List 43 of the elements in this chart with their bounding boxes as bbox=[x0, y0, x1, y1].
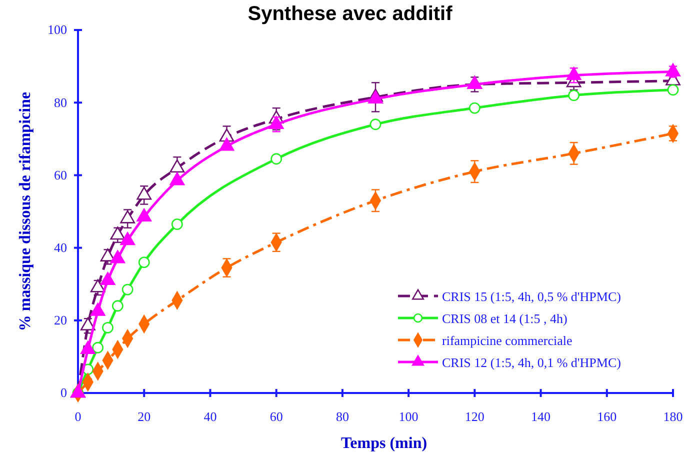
y-tick-label: 20 bbox=[54, 312, 67, 328]
legend-label: CRIS 15 (1:5, 4h, 0,5 % d'HPMC) bbox=[442, 289, 621, 304]
chart-title: Synthese avec additif bbox=[248, 3, 453, 25]
y-axis-title: % massique dissous de rifampicine bbox=[17, 92, 34, 332]
point bbox=[92, 342, 104, 354]
point bbox=[110, 250, 126, 264]
x-tick-label: 120 bbox=[464, 408, 484, 424]
x-tick-label: 180 bbox=[663, 408, 683, 424]
legend-label: rifampicine commerciale bbox=[442, 333, 573, 348]
y-tick-label: 80 bbox=[54, 94, 67, 110]
point bbox=[100, 272, 116, 286]
point bbox=[120, 232, 136, 246]
x-tick-label: 0 bbox=[74, 408, 82, 424]
point bbox=[112, 300, 124, 312]
point bbox=[566, 66, 582, 80]
x-tick-label: 60 bbox=[270, 408, 283, 424]
x-tick-label: 20 bbox=[138, 408, 151, 424]
point bbox=[666, 63, 680, 76]
x-tick-label: 80 bbox=[336, 408, 349, 424]
point bbox=[102, 322, 114, 334]
point bbox=[120, 210, 136, 224]
point bbox=[170, 172, 185, 186]
y-tick-label: 0 bbox=[60, 385, 67, 400]
point bbox=[90, 279, 106, 292]
legend-label: CRIS 12 (1:5, 4h, 0,1 % d'HPMC) bbox=[442, 355, 621, 370]
point bbox=[268, 116, 284, 129]
y-tick-label: 40 bbox=[54, 240, 67, 255]
x-tick-label: 40 bbox=[204, 408, 217, 424]
point bbox=[136, 208, 152, 222]
legend-label: CRIS 08 et 14 (1:5 , 4h) bbox=[442, 311, 568, 326]
y-tick-label: 100 bbox=[48, 22, 67, 38]
y-tick-label: 60 bbox=[54, 167, 67, 182]
point bbox=[100, 248, 116, 262]
point bbox=[138, 256, 150, 268]
point bbox=[170, 159, 185, 173]
x-tick-label: 100 bbox=[398, 408, 418, 424]
point bbox=[219, 138, 234, 151]
point bbox=[136, 186, 152, 200]
point bbox=[122, 284, 134, 296]
point bbox=[171, 218, 183, 230]
x-axis-title: Temps (min) bbox=[340, 435, 428, 452]
x-tick-label: 160 bbox=[597, 408, 617, 424]
x-tick-label: 140 bbox=[531, 408, 551, 424]
